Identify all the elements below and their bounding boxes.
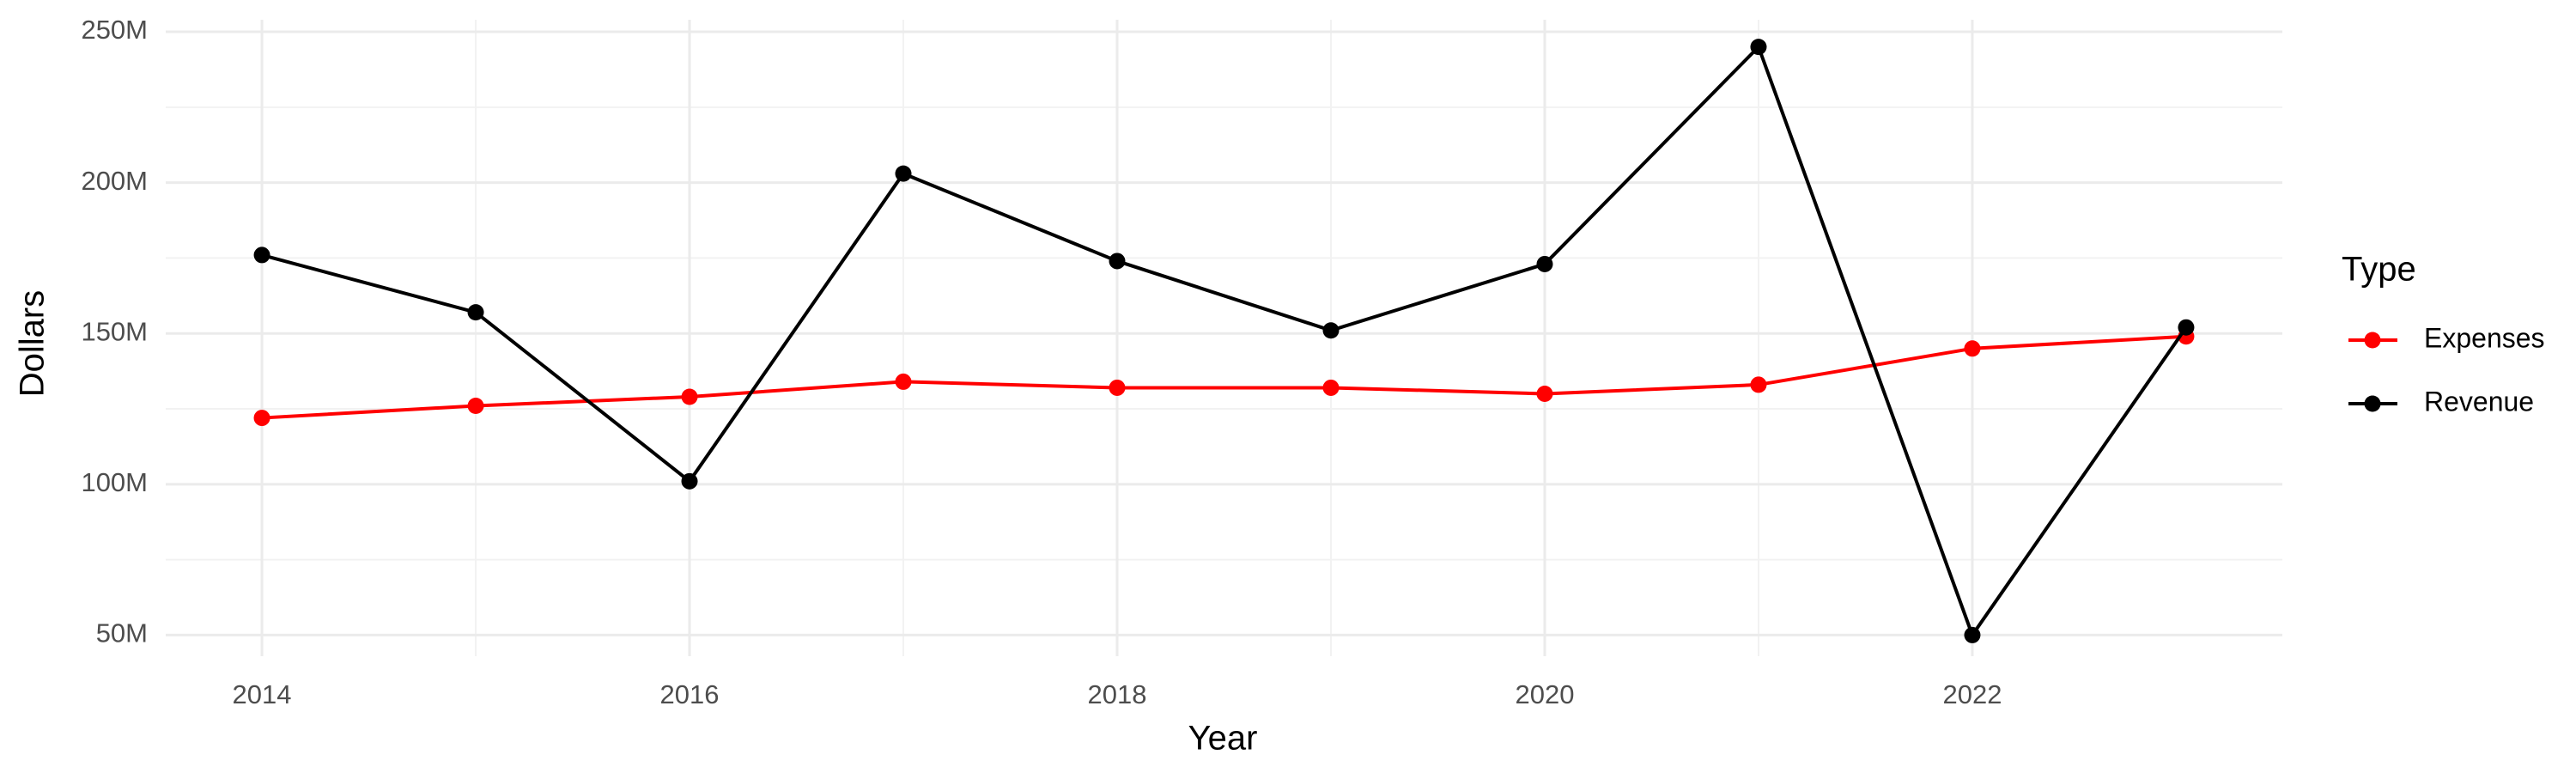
data-point (467, 398, 484, 415)
data-point (895, 165, 912, 182)
y-tick-label: 200M (81, 166, 148, 196)
x-tick-label: 2022 (1942, 679, 2002, 709)
legend-marker (2364, 395, 2381, 412)
data-point (681, 388, 698, 405)
data-point (895, 373, 912, 390)
x-tick-label: 2014 (233, 679, 292, 709)
x-tick-label: 2020 (1516, 679, 1575, 709)
data-point (253, 247, 270, 264)
x-axis-title: Year (1188, 720, 1258, 758)
data-point (681, 472, 698, 490)
data-point (1536, 255, 1553, 272)
y-tick-label: 100M (81, 467, 148, 497)
data-point (1536, 385, 1553, 402)
data-point (1750, 39, 1767, 56)
data-point (2178, 319, 2195, 336)
series-line (261, 334, 2187, 420)
data-point (467, 304, 484, 321)
data-point (1322, 379, 1340, 396)
data-point (1750, 376, 1767, 393)
data-point (1322, 322, 1340, 339)
y-tick-label: 150M (81, 316, 148, 346)
y-axis-title: Dollars (14, 290, 52, 397)
legend-marker (2364, 332, 2381, 349)
legend-label: Revenue (2424, 386, 2534, 417)
series-line (261, 43, 2188, 639)
legend-title: Type (2342, 251, 2416, 289)
legend-label: Expenses (2424, 322, 2545, 353)
y-tick-label: 250M (81, 15, 148, 45)
y-tick-label: 50M (96, 618, 148, 648)
data-point (1964, 626, 1981, 643)
data-point (1964, 340, 1981, 357)
data-point (1109, 379, 1126, 396)
data-point (1109, 253, 1126, 270)
x-tick-label: 2016 (660, 679, 720, 709)
x-tick-label: 2018 (1088, 679, 1147, 709)
data-point (253, 410, 270, 427)
